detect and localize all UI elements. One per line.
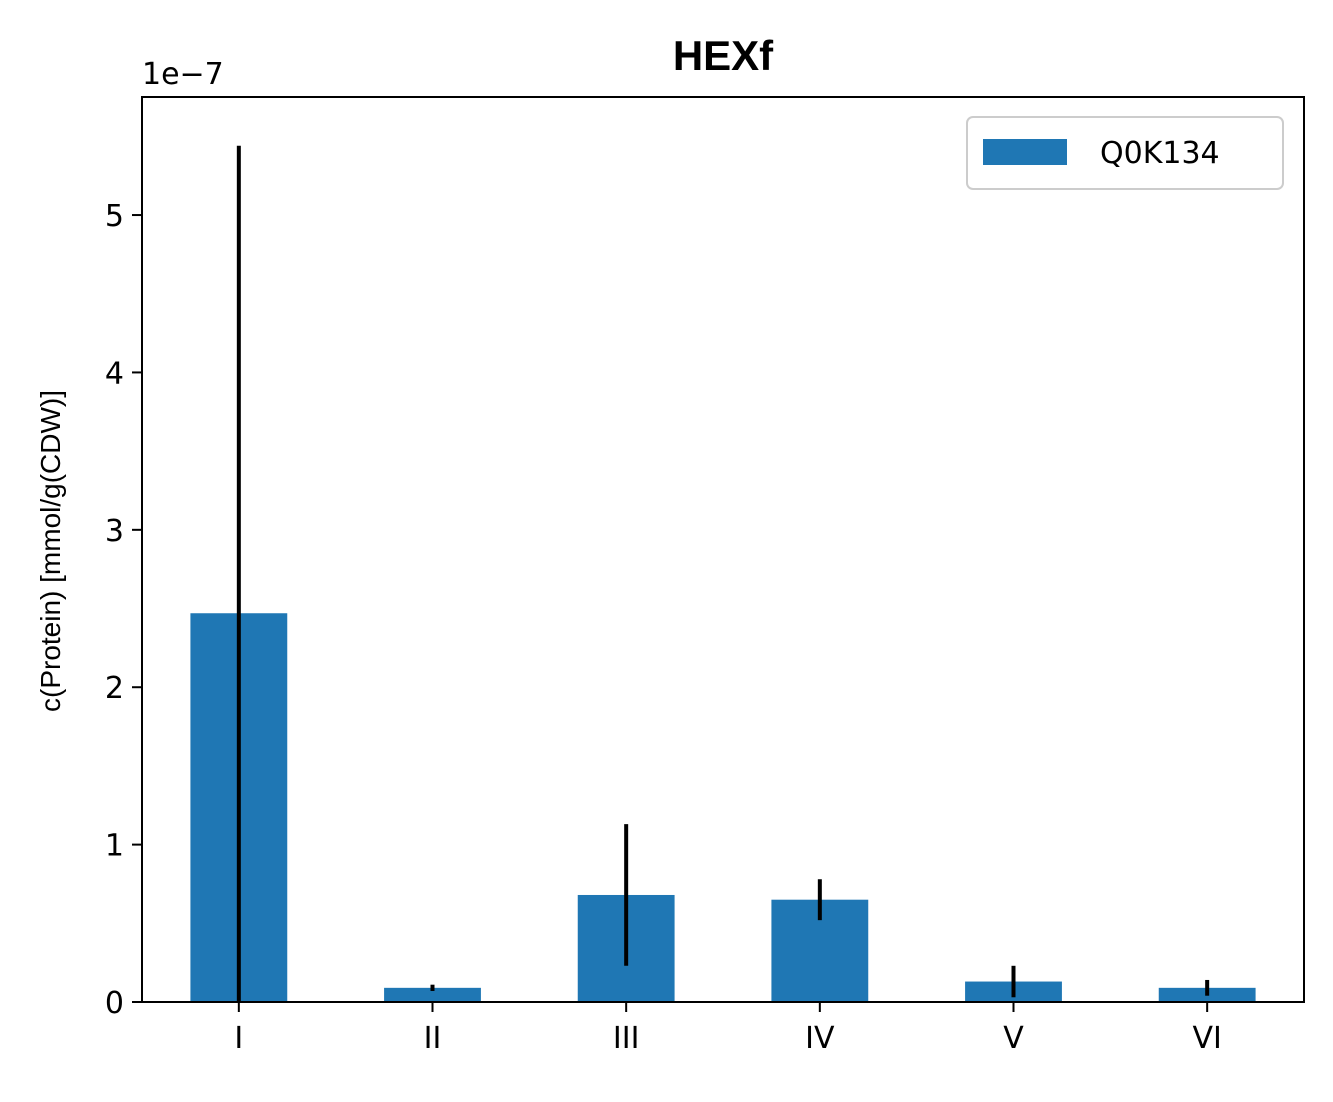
y-tick-label: 3 xyxy=(105,514,124,549)
y-ticks: 0 1 2 3 4 5 xyxy=(105,199,142,1021)
x-tick-label: VI xyxy=(1192,1021,1221,1056)
y-tick-label: 2 xyxy=(105,671,124,706)
plot-frame xyxy=(141,96,1305,1003)
x-ticks: I II III IV V VI xyxy=(234,1002,1222,1056)
y-tick-label: 4 xyxy=(105,356,124,391)
chart-title: HEXf xyxy=(673,32,774,79)
y-axis-label: c(Protein) [mmol/g(CDW)] xyxy=(35,390,66,712)
x-tick-label: III xyxy=(613,1021,640,1056)
x-tick-label: IV xyxy=(805,1021,835,1056)
y-tick-label: 0 xyxy=(105,986,124,1021)
legend-swatch xyxy=(983,139,1067,165)
x-tick-label: V xyxy=(1003,1021,1024,1056)
legend-label: Q0K134 xyxy=(1100,136,1220,171)
bars-layer xyxy=(190,613,1256,1002)
legend: Q0K134 xyxy=(966,116,1284,190)
y-tick-label: 5 xyxy=(105,199,124,234)
legend-frame xyxy=(966,116,1284,190)
error-bars-layer xyxy=(236,145,1210,1002)
y-axis-offset-label: 1e−7 xyxy=(142,57,224,92)
bar-II xyxy=(384,987,481,1002)
x-tick-label: II xyxy=(424,1021,442,1056)
x-tick-label: I xyxy=(234,1021,243,1056)
y-tick-label: 1 xyxy=(105,829,124,864)
